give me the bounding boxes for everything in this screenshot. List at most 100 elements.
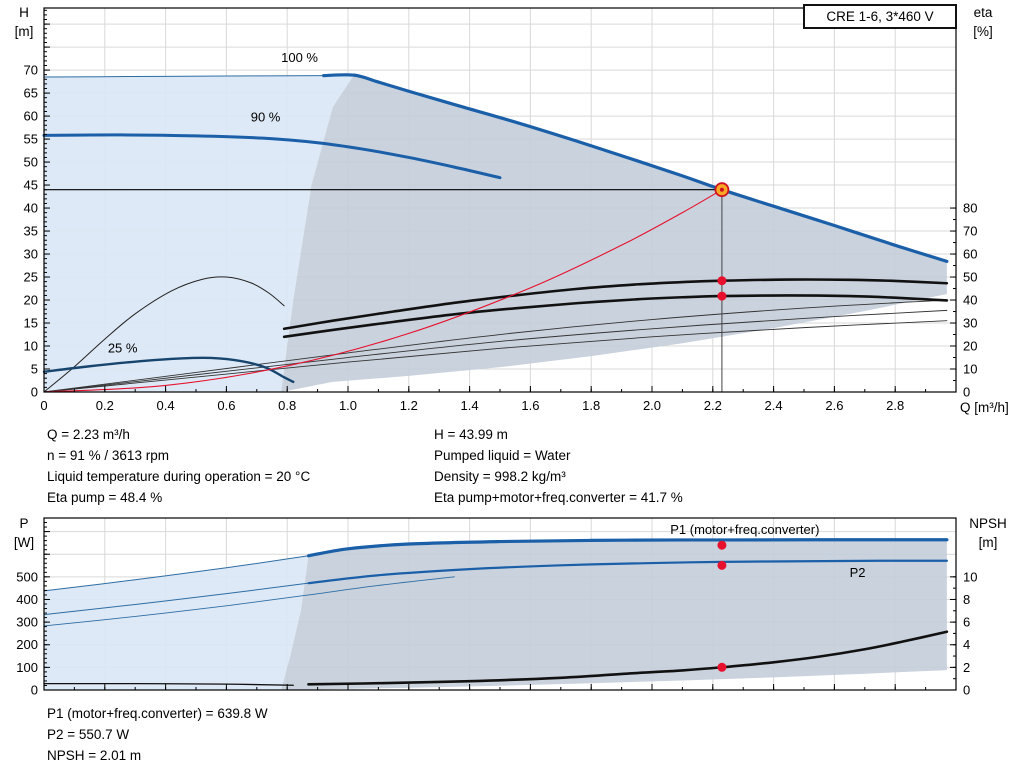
p1-point <box>717 540 727 550</box>
power-envelope-light-region <box>44 555 309 690</box>
hq-plot[interactable]: 0 0.2 0.4 0.6 0.8 1.0 1.2 1.4 1.6 1.8 2.0 2.2 2.4 2.6… <box>24 7 978 413</box>
svg-text:15: 15 <box>24 316 38 331</box>
svg-text:45: 45 <box>24 178 38 193</box>
svg-text:65: 65 <box>24 86 38 101</box>
svg-text:0: 0 <box>963 385 970 400</box>
p-npsh-plot[interactable]: 0 100 200 300 400 500 0 2 4 6 8 10 P1 (motor+freq.co… <box>16 517 977 698</box>
h-axis-title-unit: [m] <box>14 24 34 39</box>
max-speed-thin-curve <box>43 75 325 78</box>
svg-text:2.0: 2.0 <box>643 398 661 413</box>
svg-text:1.2: 1.2 <box>400 398 418 413</box>
svg-text:6: 6 <box>963 615 970 630</box>
svg-text:0.4: 0.4 <box>157 398 175 413</box>
npsh-axis-title: NPSH [m] <box>958 514 1018 552</box>
label-90pct: 90 % <box>251 110 281 125</box>
h-axis-title: H [m] <box>4 3 44 41</box>
label-100pct: 100 % <box>281 50 318 65</box>
p-axis-title: P [W] <box>2 514 46 552</box>
svg-text:0: 0 <box>31 683 38 698</box>
svg-text:1.8: 1.8 <box>582 398 600 413</box>
pump-curve-25 <box>42 356 295 384</box>
svg-text:10: 10 <box>963 569 977 584</box>
svg-text:200: 200 <box>16 637 38 652</box>
p-npsh-tick-labels: 0 100 200 300 400 500 0 2 4 6 8 10 <box>16 569 977 697</box>
op-p1-text: P1 (motor+freq.converter) = 639.8 W <box>47 706 268 721</box>
svg-text:55: 55 <box>24 132 38 147</box>
op-head-text: H = 43.99 m <box>434 427 508 442</box>
p1-curve <box>306 538 949 558</box>
svg-text:0: 0 <box>31 385 38 400</box>
svg-text:400: 400 <box>16 592 38 607</box>
pump-curve-90 <box>42 133 502 180</box>
p2-thin-curve <box>43 582 309 616</box>
p-axis-title-unit: [W] <box>13 535 35 550</box>
op-density-text: Density = 998.2 kg/m³ <box>434 469 566 484</box>
svg-text:50: 50 <box>24 155 38 170</box>
svg-text:1.4: 1.4 <box>461 398 479 413</box>
operating-point-right-column: H = 43.99 m Pumped liquid = Water Densit… <box>434 424 683 508</box>
h-axis-title-symbol: H <box>19 5 29 20</box>
svg-text:1.6: 1.6 <box>521 398 539 413</box>
eta-curve-low-speed <box>43 276 285 393</box>
envelope-gray-region <box>281 75 947 392</box>
svg-text:50: 50 <box>963 270 977 285</box>
svg-text:300: 300 <box>16 615 38 630</box>
operating-point-left-column: Q = 2.23 m³/h n = 91 % / 3613 rpm Liquid… <box>47 424 310 508</box>
p-axis-title-symbol: P <box>19 516 29 531</box>
svg-text:20: 20 <box>24 293 38 308</box>
pump-curve-100 <box>322 73 949 263</box>
svg-text:70: 70 <box>24 63 38 78</box>
svg-text:35: 35 <box>24 224 38 239</box>
svg-text:8: 8 <box>963 592 970 607</box>
svg-text:5: 5 <box>31 362 38 377</box>
eta-pump-curve <box>282 278 949 331</box>
svg-text:60: 60 <box>963 247 977 262</box>
npsh-axis-title-unit: [m] <box>978 535 998 550</box>
svg-text:10: 10 <box>963 362 977 377</box>
op-speed-text: n = 91 % / 3613 rpm <box>47 448 169 463</box>
power-envelope-gray-region <box>281 539 947 690</box>
power-result-column: P1 (motor+freq.converter) = 639.8 W P2 =… <box>47 703 268 766</box>
q-axis-title: Q [m³/h] <box>960 400 1009 415</box>
svg-text:30: 30 <box>963 316 977 331</box>
npsh-point <box>717 662 727 672</box>
duty-point-center <box>719 187 724 192</box>
svg-text:2.4: 2.4 <box>765 398 783 413</box>
svg-text:0.8: 0.8 <box>278 398 296 413</box>
svg-text:500: 500 <box>16 569 38 584</box>
svg-text:2.8: 2.8 <box>886 398 904 413</box>
hq-ticks <box>43 9 957 393</box>
svg-text:2: 2 <box>963 660 970 675</box>
op-liquid-temp-text: Liquid temperature during operation = 20… <box>47 469 311 484</box>
label-p1: P1 (motor+freq.converter) <box>670 522 819 537</box>
p1-thin-curve <box>43 555 309 592</box>
eta-axis-title: eta [%] <box>958 3 1008 41</box>
eta-fan-line-3 <box>43 320 948 393</box>
npsh-axis-title-symbol: NPSH <box>969 516 1007 531</box>
op-npsh-text: NPSH = 2.01 m <box>47 748 142 763</box>
eta-total-curve <box>282 294 949 339</box>
eta-pump-point <box>717 276 727 286</box>
eta-axis-title-unit: [%] <box>973 24 993 39</box>
p2-point <box>717 560 727 570</box>
svg-text:10: 10 <box>24 339 38 354</box>
svg-text:70: 70 <box>963 224 977 239</box>
op-eta-pump-text: Eta pump = 48.4 % <box>47 490 163 505</box>
p2-curve <box>307 559 948 585</box>
svg-text:60: 60 <box>24 109 38 124</box>
eta-axis-title-symbol: eta <box>973 5 993 20</box>
op-eta-total-text: Eta pump+motor+freq.converter = 41.7 % <box>434 490 683 505</box>
envelope-light-region <box>44 75 355 392</box>
eta-fan-line-2 <box>43 309 948 393</box>
svg-text:4: 4 <box>963 637 970 652</box>
svg-text:0.2: 0.2 <box>96 398 114 413</box>
svg-text:2.6: 2.6 <box>825 398 843 413</box>
op-flow-text: Q = 2.23 m³/h <box>47 427 130 442</box>
op-p2-text: P2 = 550.7 W <box>47 727 130 742</box>
svg-text:40: 40 <box>24 201 38 216</box>
eta-total-point <box>717 291 727 301</box>
svg-text:30: 30 <box>24 247 38 262</box>
svg-text:0: 0 <box>40 398 47 413</box>
